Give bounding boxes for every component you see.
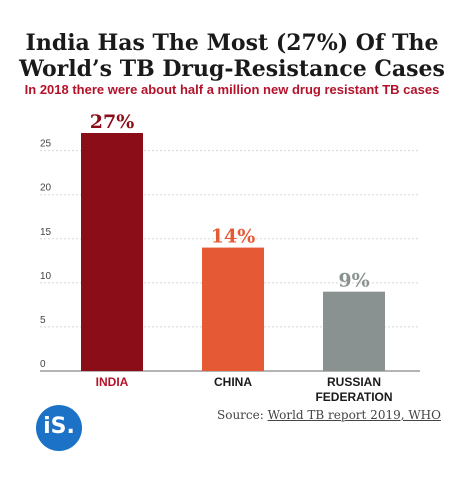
data-label: 27% [90, 111, 135, 133]
data-label: 14% [211, 226, 256, 248]
x-tick-label: INDIA [96, 375, 129, 389]
y-tick-label: 0 [40, 359, 46, 370]
y-tick-label: 15 [40, 227, 52, 238]
chart-title: India Has The Most (27%) Of The World’s … [19, 30, 445, 82]
data-label: 9% [338, 270, 369, 292]
source-link[interactable]: World TB report 2019, WHO [267, 408, 441, 422]
y-tick-label: 20 [40, 183, 52, 194]
x-tick-label: FEDERATION [315, 390, 392, 404]
chart-subtitle: In 2018 there were about half a million … [24, 82, 440, 97]
y-tick-label: 25 [40, 139, 52, 150]
bar [81, 133, 143, 371]
x-tick-label: CHINA [214, 375, 252, 389]
source-note: Source: World TB report 2019, WHO [217, 408, 441, 422]
source-label: Source: [217, 408, 264, 422]
y-tick-label: 5 [40, 315, 46, 326]
bar [323, 291, 385, 371]
x-tick-label: RUSSIAN [327, 375, 381, 389]
y-tick-label: 10 [40, 271, 52, 282]
brand-logo: iS. [36, 405, 82, 451]
bar [202, 247, 264, 371]
